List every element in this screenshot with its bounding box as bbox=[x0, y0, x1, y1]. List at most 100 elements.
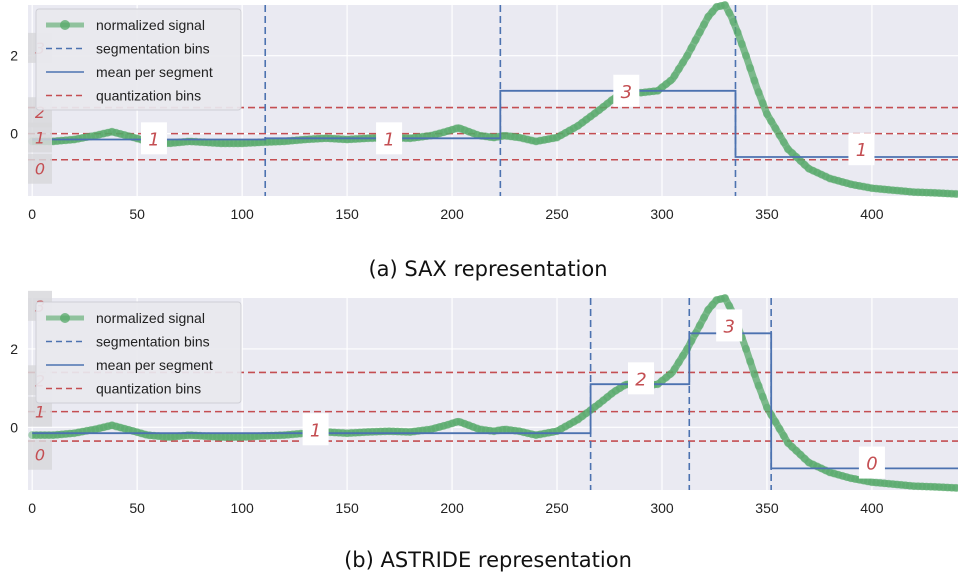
signal-point bbox=[888, 480, 897, 489]
legend-entry: mean per segment bbox=[96, 357, 213, 373]
signal-point bbox=[888, 186, 897, 195]
signal-point bbox=[674, 65, 683, 73]
x-tick-label: 200 bbox=[440, 206, 464, 222]
legend-box bbox=[35, 301, 242, 404]
signal-point bbox=[930, 482, 939, 491]
signal-point bbox=[876, 185, 885, 193]
signal-point bbox=[662, 80, 671, 89]
signal-point bbox=[859, 182, 868, 191]
signal-point bbox=[162, 432, 171, 441]
signal-point bbox=[855, 181, 864, 190]
signal-point bbox=[834, 176, 843, 185]
signal-point bbox=[679, 351, 687, 360]
signal-point bbox=[469, 129, 478, 138]
signal-point bbox=[809, 166, 818, 175]
signal-point bbox=[511, 133, 519, 141]
signal-point bbox=[557, 131, 566, 140]
segment-label: 1 bbox=[148, 129, 159, 150]
segment-label: 3 bbox=[723, 316, 734, 337]
signal-point bbox=[448, 125, 457, 134]
signal-point bbox=[725, 301, 734, 310]
signal-point bbox=[242, 139, 251, 148]
signal-point bbox=[250, 432, 259, 441]
signal-point bbox=[578, 412, 587, 421]
signal-point bbox=[208, 138, 217, 147]
signal-point bbox=[431, 424, 440, 433]
signal-point bbox=[712, 296, 721, 304]
signal-point bbox=[905, 481, 914, 490]
signal-point bbox=[603, 393, 612, 402]
signal-point bbox=[695, 321, 704, 330]
segment-label: 1 bbox=[856, 140, 867, 161]
signal-point bbox=[578, 118, 587, 127]
signal-point bbox=[250, 138, 259, 147]
signal-point bbox=[687, 43, 696, 52]
signal-point bbox=[909, 188, 918, 197]
signal-point bbox=[582, 115, 591, 124]
signal-point bbox=[469, 422, 478, 431]
signal-point bbox=[120, 424, 129, 433]
normalized-signal-line bbox=[32, 294, 958, 492]
x-tick-label: 50 bbox=[129, 500, 145, 516]
legend-box bbox=[35, 8, 242, 111]
signal-point bbox=[800, 160, 809, 169]
signal-point bbox=[851, 475, 860, 483]
signal-point bbox=[99, 423, 108, 432]
legend-entry: segmentation bins bbox=[96, 334, 210, 350]
signal-point bbox=[116, 423, 125, 432]
signal-point bbox=[708, 300, 717, 309]
normalized-signal-line bbox=[32, 1, 958, 198]
signal-point bbox=[553, 133, 561, 142]
signal-point bbox=[103, 128, 112, 137]
signal-point bbox=[867, 478, 876, 487]
legend-entry: quantization bins bbox=[96, 88, 201, 104]
signal-point bbox=[830, 175, 839, 184]
signal-point bbox=[569, 124, 578, 133]
segment-label: 3 bbox=[621, 82, 632, 103]
segment-label-box bbox=[716, 309, 743, 342]
signal-point bbox=[217, 433, 226, 442]
signal-point bbox=[557, 424, 566, 433]
signal-point bbox=[561, 422, 570, 431]
x-tick-label: 250 bbox=[545, 500, 569, 516]
signal-point bbox=[515, 133, 524, 142]
signal-point bbox=[897, 480, 906, 489]
signal-point bbox=[171, 432, 179, 441]
signal-point bbox=[221, 139, 230, 148]
segment-label-box bbox=[848, 133, 875, 166]
signal-point bbox=[582, 409, 591, 418]
x-tick-label: 0 bbox=[28, 206, 36, 222]
signal-point bbox=[800, 454, 809, 463]
signal-point bbox=[217, 139, 226, 148]
signal-point bbox=[87, 132, 95, 141]
y-tick-label: 0 bbox=[10, 419, 18, 435]
signal-point bbox=[221, 433, 230, 442]
signal-point bbox=[481, 426, 490, 435]
signal-point bbox=[443, 127, 452, 135]
signal-point bbox=[951, 483, 958, 492]
signal-point bbox=[901, 481, 910, 490]
signal-point bbox=[574, 415, 582, 424]
signal-point bbox=[930, 188, 939, 197]
signal-point bbox=[519, 134, 528, 143]
signal-point bbox=[439, 128, 448, 137]
signal-point bbox=[716, 295, 725, 303]
signal-point bbox=[935, 189, 944, 198]
signal-point bbox=[464, 127, 473, 136]
signal-point bbox=[540, 135, 549, 144]
signal-point bbox=[838, 178, 847, 186]
signal-point bbox=[733, 28, 742, 37]
signal-point bbox=[775, 131, 784, 140]
signal-point bbox=[721, 294, 729, 302]
signal-point bbox=[586, 112, 595, 121]
signal-point bbox=[464, 421, 473, 430]
signal-point bbox=[691, 36, 700, 45]
signal-point bbox=[792, 446, 801, 455]
signal-point bbox=[599, 102, 608, 111]
level-label: 0 bbox=[35, 446, 45, 465]
signal-point bbox=[422, 425, 431, 434]
segment-label: 1 bbox=[383, 129, 394, 150]
signal-point bbox=[124, 425, 133, 434]
signal-point bbox=[548, 134, 557, 143]
signal-point bbox=[716, 2, 725, 10]
